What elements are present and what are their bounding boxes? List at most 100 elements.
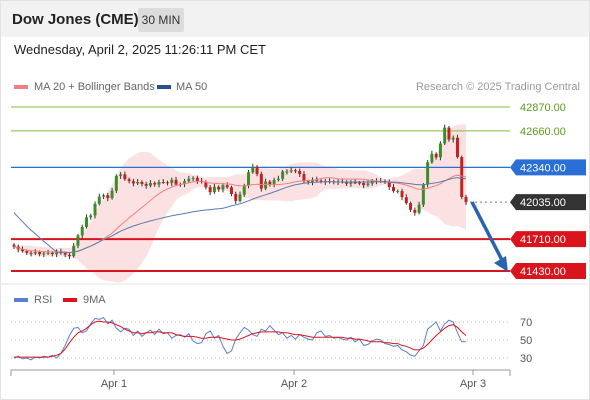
candle-body xyxy=(12,244,16,247)
candle-body xyxy=(281,171,285,179)
candle-body xyxy=(102,195,106,197)
candle-body xyxy=(21,249,25,252)
candle-body xyxy=(293,170,297,172)
candle-body xyxy=(315,179,319,181)
x-tick-label: Apr 1 xyxy=(101,378,127,390)
instrument-title: Dow Jones (CME) xyxy=(12,11,139,28)
forecast-arrow-head xyxy=(494,256,508,272)
level-label-box xyxy=(510,263,586,279)
candle-body xyxy=(131,181,135,184)
candle-body xyxy=(212,186,216,193)
candle-body xyxy=(285,171,289,173)
rsi-level-label: 30 xyxy=(520,353,532,365)
candle-body xyxy=(276,178,280,181)
ma50-legend-swatch xyxy=(157,85,171,89)
candle-body xyxy=(345,181,349,184)
level-label-1: 42660.00 xyxy=(520,126,566,138)
rsi-legend-swatch xyxy=(14,298,28,302)
candle-body xyxy=(208,187,212,193)
candle-body xyxy=(72,245,76,257)
candle-body xyxy=(464,196,468,203)
candle-body xyxy=(38,252,42,255)
candle-body xyxy=(413,209,417,213)
candle-body xyxy=(89,215,93,218)
candle-body xyxy=(110,190,114,199)
candle-body xyxy=(25,251,29,253)
bollinger-band xyxy=(14,124,466,283)
candle-body xyxy=(157,182,161,185)
candle-body xyxy=(80,226,84,236)
candle-body xyxy=(396,191,400,193)
level-label-0: 42870.00 xyxy=(520,102,566,114)
candle-body xyxy=(234,194,238,201)
candle-body xyxy=(229,187,233,195)
candle-body xyxy=(225,185,229,188)
candle-body xyxy=(166,182,170,184)
ma50-legend-label: MA 50 xyxy=(176,81,208,93)
rsi-legend-label: RSI xyxy=(34,294,53,306)
candle-body xyxy=(63,253,67,255)
candle-body xyxy=(29,252,33,254)
forecast-arrow-shaft xyxy=(470,201,505,263)
candle-body xyxy=(46,252,50,254)
candle-body xyxy=(255,166,259,174)
candle-body xyxy=(353,182,357,184)
candle-body xyxy=(426,162,430,185)
candle-body xyxy=(438,143,442,158)
candle-body xyxy=(195,177,199,181)
candle-body xyxy=(174,179,178,185)
candle-body xyxy=(387,181,391,188)
candle-body xyxy=(55,251,59,255)
level-label-box xyxy=(510,194,586,211)
candle-body xyxy=(421,184,425,205)
level-label-5: 41430.00 xyxy=(520,266,566,278)
candle-body xyxy=(242,185,246,195)
candle-body xyxy=(50,252,54,255)
candle-body xyxy=(187,178,191,182)
rsi-level-label: 70 xyxy=(520,317,532,329)
rsi-ma9-line xyxy=(14,320,467,358)
candle-body xyxy=(417,204,421,213)
credit-label: Research © 2025 Trading Central xyxy=(415,81,580,93)
ma20-legend-label: MA 20 + Bollinger Bands xyxy=(34,81,155,93)
candle-body xyxy=(349,182,353,184)
candle-body xyxy=(268,181,272,185)
candle-body xyxy=(191,177,195,179)
candle-body xyxy=(144,183,148,186)
x-tick-label: Apr 2 xyxy=(281,378,307,390)
candle-body xyxy=(302,174,306,182)
candle-body xyxy=(204,181,208,188)
candle-body xyxy=(106,195,110,199)
candle-body xyxy=(434,153,438,158)
candle-body xyxy=(409,203,413,210)
candle-body xyxy=(33,252,37,254)
x-tick-label: Apr 3 xyxy=(460,378,486,390)
candle-body xyxy=(140,181,144,184)
ma20-legend-swatch xyxy=(14,85,28,89)
candle-body xyxy=(430,153,434,163)
timestamp-label: Wednesday, April 2, 2025 11:26:11 PM CET xyxy=(14,42,266,57)
candle-body xyxy=(289,170,293,172)
candle-body xyxy=(366,183,370,186)
timeframe-button[interactable]: 30 MIN xyxy=(138,8,184,32)
candle-body xyxy=(161,182,165,184)
candle-body xyxy=(221,185,225,190)
rsi-level-label: 50 xyxy=(520,335,532,347)
candle-body xyxy=(148,182,152,186)
ma9-legend-label: 9MA xyxy=(83,294,106,306)
level-label-2: 42340.00 xyxy=(520,162,566,174)
candle-body xyxy=(153,182,157,185)
candle-body xyxy=(127,179,131,182)
header-bar: Dow Jones (CME) 30 MIN xyxy=(1,1,589,37)
candle-body xyxy=(455,137,459,158)
candle-body xyxy=(272,180,276,185)
candle-body xyxy=(447,127,451,140)
candle-body xyxy=(404,197,408,204)
candle-body xyxy=(400,191,404,198)
candle-body xyxy=(443,127,447,144)
level-label-3: 42035.00 xyxy=(520,197,566,209)
ma9-legend-swatch xyxy=(63,298,77,302)
ma50-line xyxy=(13,177,467,254)
candle-body xyxy=(114,175,118,191)
